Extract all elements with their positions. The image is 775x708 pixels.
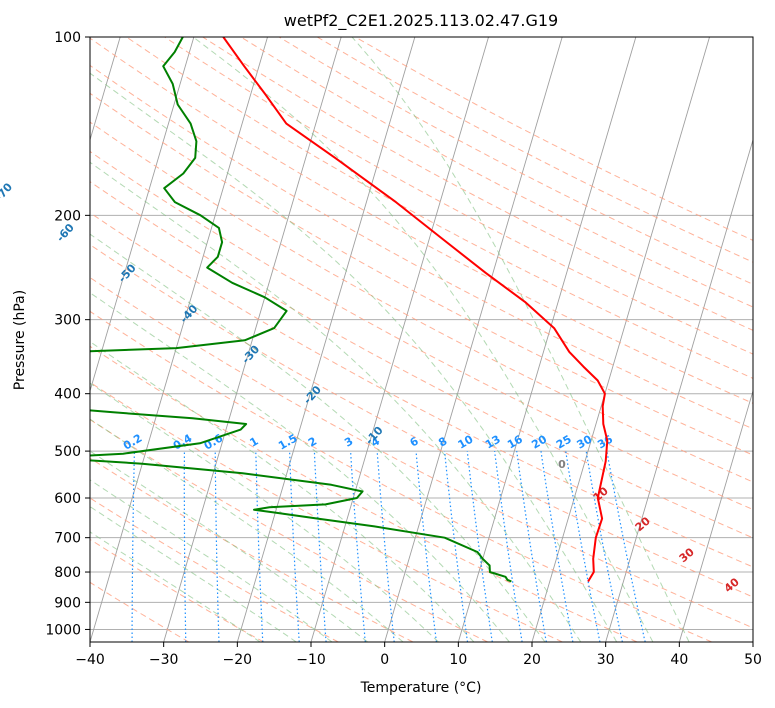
x-tick-label: −20 xyxy=(223,652,253,668)
moist-adiabat-line xyxy=(192,37,654,642)
moist-adiabat-line xyxy=(90,292,510,642)
isotherm-line xyxy=(531,37,710,642)
dry-adiabat-line xyxy=(90,276,753,629)
moist-adiabat-line xyxy=(90,505,297,642)
mixing-ratio-line xyxy=(565,451,601,642)
dry-adiabat-line xyxy=(278,37,753,285)
profiles xyxy=(90,37,609,583)
isotherm-line xyxy=(605,138,753,642)
background-lines xyxy=(90,37,753,642)
moist-adiabat-line xyxy=(90,479,333,642)
mixing-ratio-line xyxy=(444,451,469,642)
mixing-ratio-line xyxy=(494,451,523,642)
dry-adiabat-line xyxy=(90,92,753,456)
dry-adiabat-line xyxy=(164,37,753,355)
x-tick-label: 40 xyxy=(670,652,688,668)
moist-adiabat-line xyxy=(90,382,439,642)
isotherm-line xyxy=(90,37,268,642)
y-axis-label: Pressure (hPa) xyxy=(12,290,28,390)
isotherm-line xyxy=(163,37,342,642)
y-tick-label: 900 xyxy=(54,595,81,611)
moist-adiabat-label: 0 xyxy=(558,458,566,471)
x-tick-label: 30 xyxy=(597,652,615,668)
dry-adiabat-line xyxy=(90,345,638,642)
y-axis-ticks: 100 200 300 400 500 600 700 800 900 1000 xyxy=(45,30,90,638)
isotherm-line xyxy=(457,37,637,642)
dry-adiabat-line xyxy=(126,37,753,379)
x-tick-label: 20 xyxy=(523,652,541,668)
x-tick-label: 10 xyxy=(449,652,467,668)
moist-adiabat-line xyxy=(351,37,690,642)
dry-adiabat-line xyxy=(90,418,488,642)
dry-adiabat-line xyxy=(90,310,712,642)
isotherm-line xyxy=(310,37,489,642)
isotherm-line xyxy=(90,37,195,393)
moist-adiabat-line xyxy=(90,341,475,642)
dewpoint-profile xyxy=(90,37,512,583)
mixing-ratio-line xyxy=(585,451,623,642)
moist-adiabat-line xyxy=(90,72,618,642)
mixing-ratio-line xyxy=(376,451,395,642)
dry-adiabat-line xyxy=(90,121,753,483)
dry-adiabat-line xyxy=(240,37,753,308)
isotherm-line xyxy=(678,389,753,642)
y-tick-label: 400 xyxy=(54,387,81,403)
moist-adiabat-line xyxy=(90,418,404,642)
isotherm-line xyxy=(90,37,121,142)
dry-adiabat-line xyxy=(90,457,414,642)
dry-adiabat-line xyxy=(90,150,753,511)
x-tick-label: −30 xyxy=(149,652,179,668)
x-tick-label: 0 xyxy=(380,652,389,668)
x-tick-label: −40 xyxy=(75,652,105,668)
mixing-ratio-line xyxy=(606,450,646,642)
dry-adiabat-line xyxy=(90,581,190,642)
temperature-profile xyxy=(222,37,609,583)
y-tick-label: 1000 xyxy=(45,622,81,638)
x-axis-label: Temperature (°C) xyxy=(360,680,482,696)
y-tick-label: 100 xyxy=(54,30,81,46)
x-tick-label: 50 xyxy=(744,652,762,668)
chart-title: wetPf2_C2E1.2025.113.02.47.G19 xyxy=(284,11,558,31)
dry-adiabat-line xyxy=(90,212,753,568)
isotherm-line xyxy=(384,37,563,642)
y-tick-label: 700 xyxy=(54,531,81,547)
y-tick-label: 500 xyxy=(54,444,81,460)
mixing-ratio-line xyxy=(415,451,437,642)
moist-adiabat-line xyxy=(90,233,546,642)
moist-adiabat-line xyxy=(90,161,582,642)
mixing-ratio-line xyxy=(516,451,547,642)
y-tick-label: 600 xyxy=(54,491,81,507)
dry-adiabat-line xyxy=(90,181,753,539)
isotherm-line xyxy=(236,37,416,642)
plot-frame xyxy=(89,36,754,643)
dry-adiabat-line xyxy=(90,244,753,598)
x-tick-label: −10 xyxy=(296,652,326,668)
y-tick-label: 300 xyxy=(54,313,81,329)
mixing-ratio-line xyxy=(466,451,493,642)
moist-adiabat-line xyxy=(90,531,261,642)
y-tick-label: 800 xyxy=(54,565,81,581)
y-tick-label: 200 xyxy=(54,208,81,224)
dry-adiabat-line xyxy=(90,538,264,642)
mixing-ratio-line xyxy=(350,451,366,642)
x-axis-ticks: −40 −30 −20 −10 0 10 20 30 40 50 xyxy=(75,642,762,668)
